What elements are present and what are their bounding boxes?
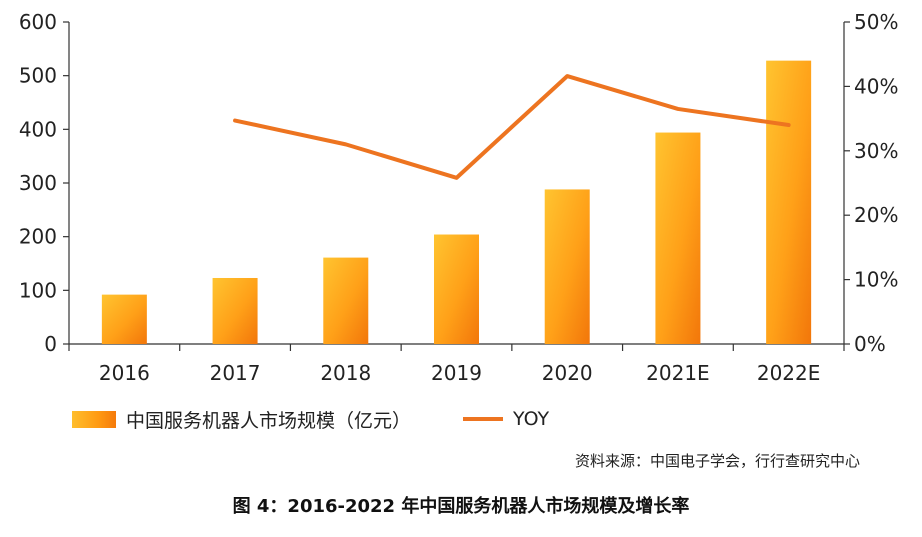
- x-tick-label: 2019: [431, 361, 482, 385]
- x-tick-label: 2017: [210, 361, 261, 385]
- y-right-tick-label: 0%: [854, 332, 886, 356]
- y-right-tick-label: 50%: [854, 10, 898, 34]
- y-right-tick-label: 10%: [854, 268, 898, 292]
- legend: 中国服务机器人市场规模（亿元） YOY: [72, 403, 549, 435]
- bar: [655, 132, 701, 344]
- y-left-tick-label: 100: [19, 278, 57, 302]
- x-tick-label: 2018: [320, 361, 371, 385]
- y-left-tick-label: 300: [19, 171, 57, 195]
- bar: [434, 234, 479, 344]
- source-note: 资料来源：中国电子学会，行行查研究中心: [574, 452, 860, 470]
- y-left-tick-label: 500: [19, 64, 57, 88]
- bar: [766, 60, 812, 344]
- chart: 0 100 200 300 400 500 600 0% 10% 20% 30% 40% 50% 2016…: [19, 10, 899, 385]
- y-right-tick-label: 30%: [854, 139, 898, 163]
- x-tick-label: 2022E: [757, 361, 821, 385]
- legend-bar-label: 中国服务机器人市场规模（亿元）: [126, 409, 412, 432]
- legend-item-bar: 中国服务机器人市场规模（亿元）: [72, 406, 411, 433]
- x-tick-label: 2020: [542, 361, 593, 385]
- bar: [101, 294, 147, 344]
- legend-line-label: YOY: [513, 408, 550, 430]
- legend-bar-swatch: [72, 410, 116, 428]
- y-left-tick-label: 200: [19, 225, 57, 249]
- y-left-tick-label: 600: [19, 10, 57, 34]
- y-left-tick-label: 400: [19, 117, 57, 141]
- figure-caption: 图 4：2016-2022 年中国服务机器人市场规模及增长率: [232, 496, 690, 517]
- bar: [323, 257, 369, 344]
- y-left-tick-label: 0: [44, 332, 57, 356]
- legend-line-swatch: [463, 417, 504, 421]
- x-tick-label: 2021E: [646, 361, 710, 385]
- x-tick-label: 2016: [99, 361, 150, 385]
- yoy-line: [233, 74, 791, 180]
- bar: [212, 277, 258, 344]
- legend-item-line: YOY: [463, 408, 549, 430]
- y-right-tick-label: 40%: [854, 74, 898, 98]
- y-right-tick-label: 20%: [854, 203, 898, 227]
- bar: [544, 189, 590, 344]
